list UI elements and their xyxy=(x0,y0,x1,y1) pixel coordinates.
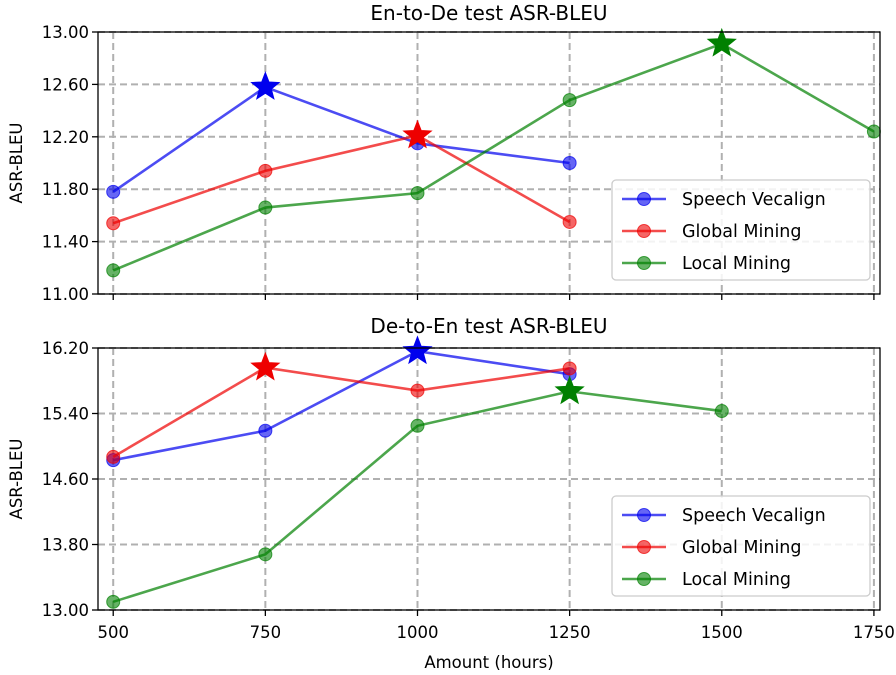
x-tick-label: 750 xyxy=(250,623,282,642)
data-point xyxy=(106,449,121,464)
best-point-star xyxy=(402,335,433,365)
legend-box xyxy=(611,495,871,597)
legend-label: Global Mining xyxy=(682,222,802,242)
y-tick-label: 11.00 xyxy=(42,285,89,304)
best-point-star xyxy=(250,351,281,381)
best-point-star xyxy=(554,375,585,405)
series-line xyxy=(112,366,570,459)
y-tick-label: 16.20 xyxy=(42,339,89,358)
series-line xyxy=(112,134,571,225)
series-line xyxy=(112,42,875,272)
best-point-star xyxy=(250,71,281,100)
data-point xyxy=(714,404,729,419)
legend-box xyxy=(611,179,871,281)
x-tick-label: 1000 xyxy=(396,623,438,642)
data-point xyxy=(258,423,273,438)
x-tick-label: 1500 xyxy=(701,623,743,642)
data-point xyxy=(258,200,273,215)
data-point xyxy=(106,594,121,609)
y-tick-label: 12.20 xyxy=(42,128,89,147)
y-tick-label: 14.60 xyxy=(42,470,89,489)
best-point-star xyxy=(706,27,737,57)
legend-label: Local Mining xyxy=(682,254,791,274)
y-tick-label: 11.40 xyxy=(42,233,89,252)
x-axis-label: Amount (hours) xyxy=(424,653,553,672)
chart-title: En-to-De test ASR-BLEU xyxy=(370,1,607,25)
data-point xyxy=(258,547,273,562)
data-point xyxy=(562,214,577,229)
x-tick-label: 1750 xyxy=(853,623,895,642)
legend-label: Speech Vecalign xyxy=(682,506,826,526)
data-point xyxy=(866,124,881,139)
data-point xyxy=(410,383,425,398)
y-tick-label: 13.00 xyxy=(42,601,89,620)
x-tick-label: 1250 xyxy=(549,623,591,642)
axes-frame xyxy=(97,31,881,295)
data-point xyxy=(106,184,121,199)
y-tick-label: 13.80 xyxy=(42,536,89,555)
y-tick-label: 12.60 xyxy=(42,75,89,94)
legend-marker xyxy=(637,256,651,270)
data-point xyxy=(562,156,577,170)
chart-bottom-de-en: 13.00 13.80 14.60 15.40 16.20 500 750 1000 1250 1… xyxy=(7,314,895,672)
legend-marker xyxy=(637,572,651,586)
data-point xyxy=(106,216,121,231)
data-point xyxy=(410,418,425,433)
y-tick-label: 11.80 xyxy=(42,180,89,199)
data-point xyxy=(106,263,121,278)
y-tick-label: 15.40 xyxy=(42,405,89,424)
data-point xyxy=(410,186,425,201)
legend-marker xyxy=(637,192,651,206)
x-tick-label: 500 xyxy=(97,623,129,642)
legend-marker xyxy=(637,540,651,554)
legend-marker xyxy=(637,224,651,238)
chart-title: De-to-En test ASR-BLEU xyxy=(370,314,607,338)
legend-label: Global Mining xyxy=(682,538,802,558)
chart-top-en-de: 11.00 11.40 11.80 12.20 12.60 13.00 En-to-De t… xyxy=(7,1,881,304)
series-line xyxy=(112,85,570,193)
legend-label: Speech Vecalign xyxy=(682,190,826,210)
data-point xyxy=(562,361,577,376)
y-tick-label: 13.00 xyxy=(42,23,89,42)
legend-marker xyxy=(637,508,651,522)
data-point xyxy=(562,93,577,108)
y-axis-label: ASR-BLEU xyxy=(7,439,26,520)
series-line xyxy=(112,349,570,462)
best-point-star xyxy=(402,119,433,149)
data-point xyxy=(258,163,273,178)
y-axis-label: ASR-BLEU xyxy=(7,123,26,204)
legend-label: Local Mining xyxy=(682,570,791,590)
